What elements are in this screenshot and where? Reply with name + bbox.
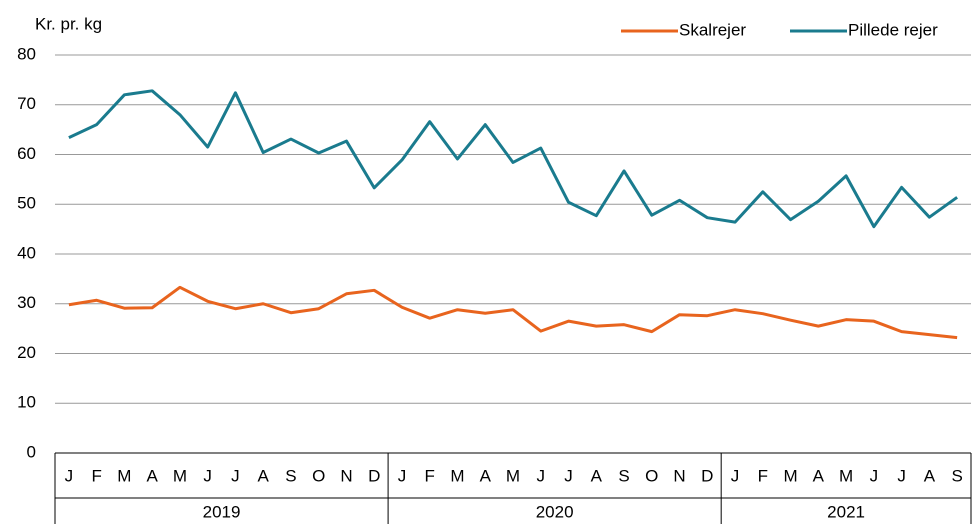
x-tick-label: J bbox=[65, 466, 74, 485]
x-tick-label: J bbox=[870, 466, 879, 485]
y-tick-label: 30 bbox=[17, 293, 36, 312]
x-tick-label: M bbox=[506, 466, 520, 485]
x-tick-label: J bbox=[537, 466, 546, 485]
x-tick-label: J bbox=[231, 466, 240, 485]
x-tick-label: D bbox=[701, 466, 713, 485]
x-tick-label: A bbox=[258, 466, 270, 485]
x-tick-label: S bbox=[285, 466, 296, 485]
x-tick-label: F bbox=[758, 466, 768, 485]
x-tick-label: N bbox=[340, 466, 352, 485]
y-tick-label: 60 bbox=[17, 144, 36, 163]
x-tick-label: F bbox=[425, 466, 435, 485]
x-tick-label: M bbox=[783, 466, 797, 485]
legend-label: Pillede rejer bbox=[848, 20, 938, 39]
x-tick-label: S bbox=[618, 466, 629, 485]
x-tick-label: J bbox=[203, 466, 212, 485]
y-tick-label: 40 bbox=[17, 243, 36, 262]
x-tick-label: F bbox=[91, 466, 101, 485]
x-tick-label: M bbox=[117, 466, 131, 485]
y-tick-label: 0 bbox=[27, 442, 36, 461]
x-tick-label: D bbox=[368, 466, 380, 485]
y-axis-label: Kr. pr. kg bbox=[35, 14, 102, 33]
x-tick-label: S bbox=[951, 466, 962, 485]
x-tick-label: J bbox=[731, 466, 740, 485]
x-tick-label: A bbox=[480, 466, 492, 485]
series-line bbox=[68, 89, 958, 229]
x-tick-label: M bbox=[173, 466, 187, 485]
x-tick-label: N bbox=[673, 466, 685, 485]
year-label: 2019 bbox=[203, 502, 241, 521]
x-tick-label: A bbox=[924, 466, 936, 485]
x-tick-label: M bbox=[450, 466, 464, 485]
x-tick-label: O bbox=[312, 466, 325, 485]
x-tick-label: A bbox=[813, 466, 825, 485]
y-tick-label: 80 bbox=[17, 44, 36, 63]
y-tick-label: 50 bbox=[17, 194, 36, 213]
x-tick-label: J bbox=[897, 466, 906, 485]
x-tick-label: A bbox=[146, 466, 158, 485]
x-tick-label: O bbox=[645, 466, 658, 485]
x-tick-label: A bbox=[591, 466, 603, 485]
y-tick-label: 10 bbox=[17, 393, 36, 412]
x-tick-label: J bbox=[564, 466, 573, 485]
series-line bbox=[68, 285, 958, 340]
year-label: 2020 bbox=[536, 502, 574, 521]
year-label: 2021 bbox=[827, 502, 865, 521]
y-tick-label: 20 bbox=[17, 343, 36, 362]
x-tick-label: J bbox=[398, 466, 407, 485]
y-tick-label: 70 bbox=[17, 94, 36, 113]
x-tick-label: M bbox=[839, 466, 853, 485]
legend-label: Skalrejer bbox=[679, 20, 746, 39]
